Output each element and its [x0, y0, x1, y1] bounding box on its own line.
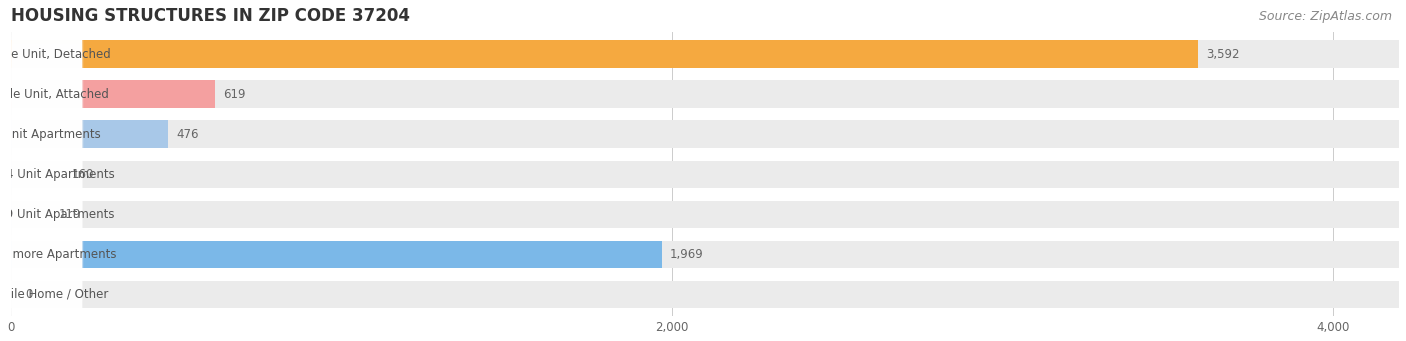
- Bar: [11, 80, 1399, 108]
- FancyBboxPatch shape: [11, 0, 83, 244]
- Bar: [11, 41, 1399, 68]
- Text: Mobile Home / Other: Mobile Home / Other: [0, 288, 108, 301]
- FancyBboxPatch shape: [11, 104, 83, 341]
- Bar: [11, 120, 167, 148]
- Text: 10 or more Apartments: 10 or more Apartments: [0, 248, 117, 261]
- Bar: [11, 161, 1399, 188]
- FancyBboxPatch shape: [11, 24, 83, 324]
- FancyBboxPatch shape: [11, 0, 83, 204]
- Text: 3,592: 3,592: [1206, 47, 1240, 61]
- Bar: [11, 41, 1198, 68]
- Text: 1,969: 1,969: [669, 248, 703, 261]
- Bar: [11, 281, 1399, 308]
- Bar: [11, 120, 1399, 148]
- Text: 3 or 4 Unit Apartments: 3 or 4 Unit Apartments: [0, 168, 115, 181]
- Bar: [11, 80, 215, 108]
- Text: Single Unit, Attached: Single Unit, Attached: [0, 88, 110, 101]
- Text: 0: 0: [25, 288, 32, 301]
- Bar: [11, 240, 1399, 268]
- Bar: [11, 161, 63, 188]
- Text: HOUSING STRUCTURES IN ZIP CODE 37204: HOUSING STRUCTURES IN ZIP CODE 37204: [11, 7, 409, 25]
- Bar: [11, 201, 1399, 228]
- Text: 619: 619: [224, 88, 246, 101]
- FancyBboxPatch shape: [11, 144, 83, 341]
- Text: 119: 119: [58, 208, 80, 221]
- Text: 476: 476: [176, 128, 198, 140]
- Bar: [11, 201, 51, 228]
- Text: Single Unit, Detached: Single Unit, Detached: [0, 47, 111, 61]
- Text: 5 to 9 Unit Apartments: 5 to 9 Unit Apartments: [0, 208, 114, 221]
- FancyBboxPatch shape: [11, 64, 83, 341]
- Text: Source: ZipAtlas.com: Source: ZipAtlas.com: [1258, 10, 1392, 23]
- Bar: [11, 240, 662, 268]
- FancyBboxPatch shape: [11, 0, 83, 284]
- Text: 160: 160: [72, 168, 94, 181]
- Text: 2 Unit Apartments: 2 Unit Apartments: [0, 128, 101, 140]
